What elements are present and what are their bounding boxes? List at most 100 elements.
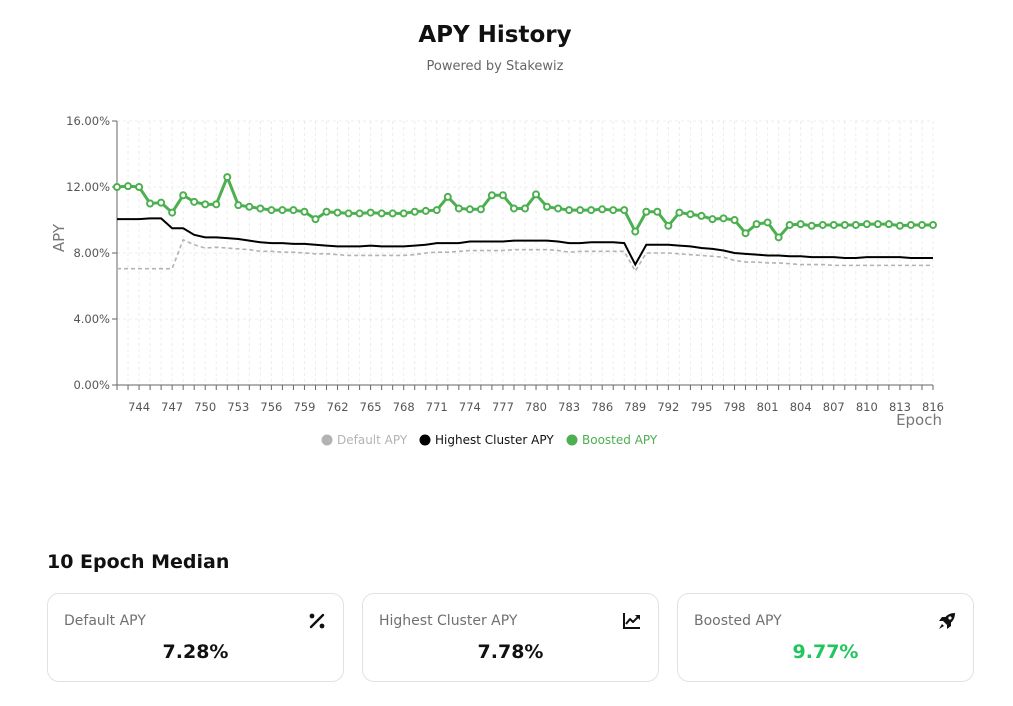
x-tick-label: 777 (492, 400, 514, 414)
data-point-boosted (278, 206, 287, 215)
trending-chart-icon (623, 613, 640, 629)
highest-cluster-apy-card: Highest Cluster APY 7.78% (362, 593, 659, 682)
x-tick-label: 744 (128, 400, 150, 414)
legend-marker (566, 434, 578, 446)
data-point-boosted (113, 183, 121, 191)
data-point-boosted (609, 206, 618, 215)
apy-history-chart: 0.00% 4.00% 8.00% 12.00% 16.00% 744 747 750 753 7… (50, 114, 944, 447)
data-point-boosted (476, 205, 485, 214)
data-point-boosted (355, 209, 364, 218)
data-point-boosted (532, 190, 541, 199)
data-point-boosted (917, 220, 926, 229)
y-tick-label: 12.00% (66, 180, 110, 194)
data-point-boosted (818, 220, 827, 229)
data-point-boosted (708, 215, 717, 224)
default-apy-card-label: Default APY (64, 613, 146, 629)
x-tick-label: 753 (227, 400, 249, 414)
data-point-boosted (620, 206, 629, 215)
data-point-boosted (234, 201, 243, 210)
rocket-icon (939, 613, 955, 629)
default-apy-card-value: 7.28% (162, 641, 229, 663)
data-point-boosted (653, 207, 662, 216)
data-point-boosted (697, 211, 706, 220)
x-tick-label: 780 (525, 400, 547, 414)
data-point-boosted (642, 207, 651, 216)
series-line-0 (117, 238, 933, 273)
data-point-boosted (333, 208, 342, 217)
data-point-boosted (807, 221, 816, 230)
boosted-apy-card-value: 9.77% (792, 641, 859, 663)
y-tick-label: 4.00% (73, 312, 110, 326)
data-point-boosted (554, 204, 563, 213)
x-tick-label: 762 (327, 400, 349, 414)
data-point-boosted (840, 220, 849, 229)
x-tick-label: 768 (393, 400, 415, 414)
data-point-boosted (190, 197, 199, 206)
x-tick-label: 789 (624, 400, 646, 414)
chart-title: APY History (418, 22, 572, 48)
x-tick-label: 756 (260, 400, 282, 414)
x-tick-label: 771 (426, 400, 448, 414)
data-point-boosted (443, 192, 452, 201)
x-tick-label: 816 (922, 400, 944, 414)
data-point-boosted (311, 215, 320, 224)
x-tick-label: 807 (823, 400, 845, 414)
x-tick-label: 783 (558, 400, 580, 414)
legend-marker (321, 434, 333, 446)
data-point-boosted (245, 202, 254, 211)
data-point-boosted (675, 208, 684, 217)
default-apy-card: Default APY 7.28% (47, 593, 344, 682)
data-point-boosted (388, 209, 397, 218)
data-point-boosted (454, 204, 463, 213)
data-point-boosted (421, 206, 430, 215)
data-point-boosted (631, 227, 640, 236)
data-point-boosted (576, 206, 585, 215)
x-tick-label: 750 (194, 400, 216, 414)
data-point-boosted (587, 206, 596, 215)
data-point-boosted (168, 208, 177, 217)
x-tick-label: 795 (690, 400, 712, 414)
data-point-boosted (774, 233, 783, 242)
data-point-boosted (509, 204, 518, 213)
legend-label: Highest Cluster APY (435, 433, 554, 447)
x-tick-label: 759 (293, 400, 315, 414)
data-point-boosted (201, 200, 210, 209)
data-point-boosted (543, 202, 552, 211)
median-section-title: 10 Epoch Median (47, 551, 230, 573)
data-point-boosted (752, 220, 761, 229)
data-point-boosted (377, 209, 386, 218)
data-point-boosted (124, 182, 133, 191)
highest-cluster-apy-card-label: Highest Cluster APY (379, 613, 518, 629)
data-point-boosted (851, 220, 860, 229)
data-point-boosted (487, 191, 496, 200)
x-tick-label: 786 (591, 400, 613, 414)
data-point-boosted (212, 200, 221, 209)
data-point-boosted (796, 220, 805, 229)
data-point-boosted (873, 220, 882, 229)
data-point-boosted (686, 210, 695, 219)
data-point-boosted (289, 206, 298, 215)
highest-cluster-apy-card-value: 7.78% (477, 641, 544, 663)
data-point-boosted (862, 220, 871, 229)
data-point-boosted (664, 221, 673, 230)
data-point-boosted (157, 198, 166, 207)
boosted-apy-card-label: Boosted APY (694, 613, 782, 629)
data-point-boosted (267, 206, 276, 215)
data-point-boosted (763, 218, 772, 227)
x-tick-label: 804 (790, 400, 812, 414)
data-point-boosted (465, 205, 474, 214)
boosted-apy-card: Boosted APY 9.77% (677, 593, 974, 682)
x-tick-label: 774 (459, 400, 481, 414)
data-point-boosted (565, 206, 574, 215)
data-point-boosted (432, 206, 441, 215)
data-point-boosted (521, 204, 529, 213)
percent-icon (309, 613, 325, 629)
legend-label: Default APY (337, 433, 408, 447)
y-tick-label: 8.00% (73, 246, 110, 260)
y-axis-title: APY (50, 223, 68, 252)
data-point-boosted (135, 183, 144, 191)
x-tick-label: 801 (757, 400, 779, 414)
x-tick-label: 798 (724, 400, 746, 414)
x-tick-label: 792 (657, 400, 679, 414)
data-point-boosted (344, 209, 353, 218)
